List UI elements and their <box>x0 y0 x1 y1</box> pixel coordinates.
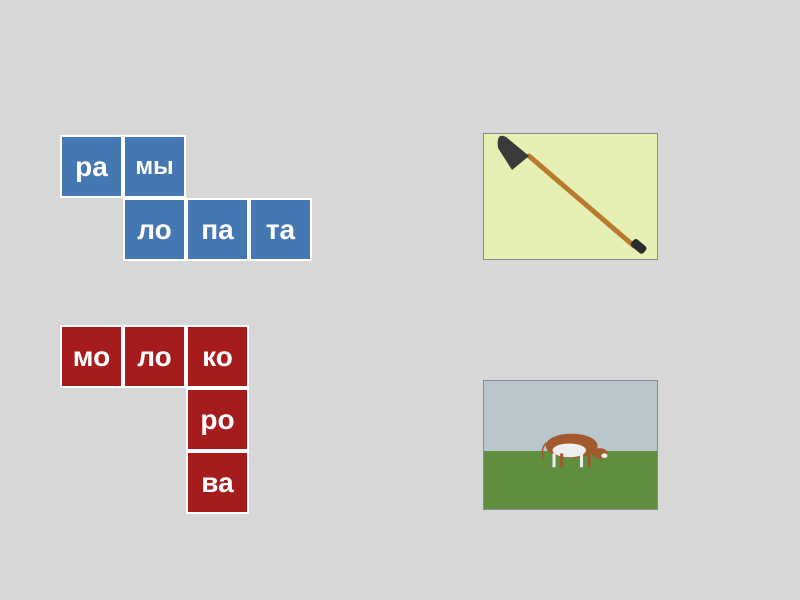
tile-text: ро <box>200 404 234 436</box>
image-shovel <box>483 133 658 260</box>
shovel-icon <box>484 134 659 261</box>
syllable-tile-blue[interactable]: па <box>186 198 249 261</box>
syllable-tile-red[interactable]: ко <box>186 325 249 388</box>
tile-text: мо <box>73 341 110 373</box>
syllable-tile-red[interactable]: ло <box>123 325 186 388</box>
syllable-tile-blue[interactable]: мы <box>123 135 186 198</box>
cow-icon <box>526 429 621 471</box>
tile-text: ко <box>202 341 233 373</box>
image-cow <box>483 380 658 510</box>
syllable-tile-blue[interactable]: та <box>249 198 312 261</box>
tile-text: ра <box>75 151 108 183</box>
tile-text: ло <box>137 341 172 373</box>
syllable-tile-blue[interactable]: ло <box>123 198 186 261</box>
tile-text: ва <box>201 467 233 499</box>
tile-text: мы <box>135 155 173 179</box>
syllable-tile-red[interactable]: ро <box>186 388 249 451</box>
tile-text: ло <box>137 214 172 246</box>
syllable-tile-red[interactable]: ва <box>186 451 249 514</box>
syllable-tile-blue[interactable]: ра <box>60 135 123 198</box>
tile-text: та <box>266 214 295 246</box>
tile-text: па <box>201 214 233 246</box>
syllable-tile-red[interactable]: мо <box>60 325 123 388</box>
